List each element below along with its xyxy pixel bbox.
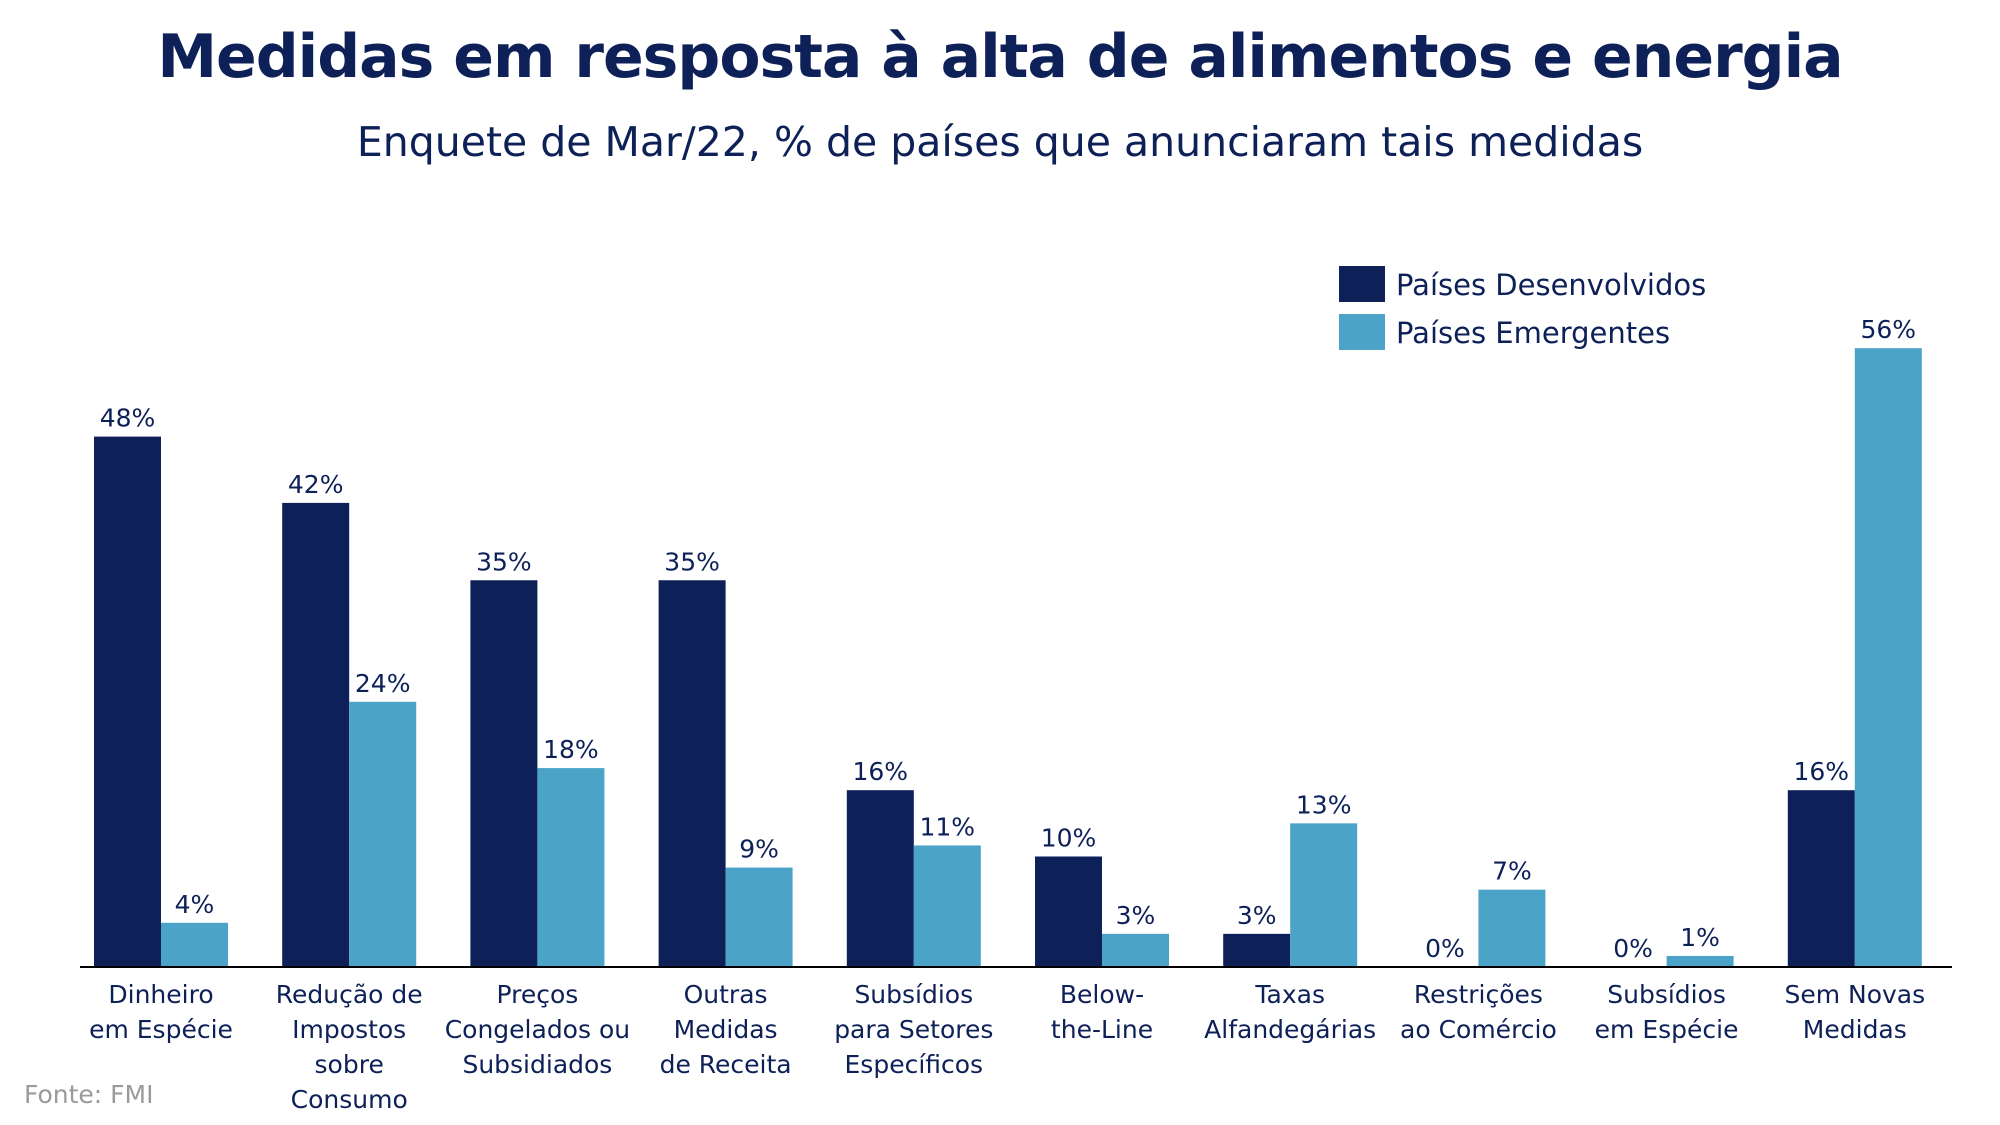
- category-labels-layer: Dinheiro em Espécie Redução de Impostos sobr…: [89, 980, 1925, 1114]
- category-label-8: Subsídios em Espécie: [1595, 980, 1739, 1044]
- value-label-emerging-5: 3%: [1116, 901, 1156, 930]
- bar-developed-3: [658, 580, 726, 967]
- value-label-emerging-4: 11%: [920, 812, 976, 841]
- bar-developed-9: [1787, 790, 1855, 967]
- bar-emerging-4: [913, 845, 981, 967]
- bar-emerging-1: [349, 701, 417, 967]
- value-label-developed-6: 3%: [1237, 901, 1277, 930]
- bar-developed-4: [846, 790, 914, 967]
- value-label-developed-4: 16%: [853, 757, 909, 786]
- bar-emerging-8: [1666, 955, 1734, 967]
- bar-emerging-6: [1290, 823, 1358, 967]
- bar-emerging-7: [1478, 889, 1546, 967]
- value-label-developed-3: 35%: [664, 547, 720, 576]
- value-label-emerging-2: 18%: [543, 735, 599, 764]
- bar-emerging-9: [1854, 348, 1922, 967]
- value-label-developed-1: 42%: [288, 470, 344, 499]
- value-label-emerging-8: 1%: [1680, 923, 1720, 952]
- legend-label-developed: Países Desenvolvidos: [1396, 268, 1706, 302]
- category-label-1: Redução de Impostos sobre Consumo: [276, 980, 423, 1114]
- value-labels-layer: 48% 4% 42% 24% 35% 18% 35% 9% 16% 11% 10% 3% 3% 13% 0%…: [100, 315, 1916, 963]
- category-label-2: Preços Congelados ou Subsidiados: [445, 980, 630, 1079]
- category-label-6: Taxas Alfandegárias: [1204, 980, 1376, 1044]
- legend: Países Desenvolvidos Países Emergentes: [1339, 266, 1706, 350]
- bar-developed-0: [94, 436, 161, 968]
- chart-subtitle: Enquete de Mar/22, % de países que anunc…: [356, 118, 1644, 166]
- legend-label-emerging: Países Emergentes: [1396, 316, 1670, 350]
- bar-emerging-0: [161, 922, 228, 967]
- category-label-9: Sem Novas Medidas: [1784, 980, 1925, 1044]
- bar-emerging-5: [1102, 933, 1169, 967]
- legend-swatch-emerging: [1339, 314, 1385, 350]
- value-label-developed-8: 0%: [1613, 934, 1653, 963]
- bars-layer: [94, 348, 1922, 968]
- value-label-developed-2: 35%: [476, 547, 532, 576]
- category-label-4: Subsídios para Setores Específicos: [834, 980, 993, 1079]
- category-label-7: Restrições ao Comércio: [1400, 980, 1557, 1044]
- category-label-0: Dinheiro em Espécie: [89, 980, 233, 1044]
- source-note: Fonte: FMI: [24, 1080, 154, 1109]
- legend-swatch-developed: [1339, 266, 1385, 302]
- value-label-emerging-3: 9%: [739, 835, 779, 864]
- value-label-emerging-1: 24%: [355, 669, 411, 698]
- category-label-5: Below-the-Line: [1051, 980, 1153, 1044]
- value-label-emerging-9: 56%: [1861, 315, 1917, 344]
- value-label-emerging-0: 4%: [175, 890, 215, 919]
- value-label-emerging-6: 13%: [1296, 790, 1352, 819]
- value-label-developed-9: 16%: [1794, 757, 1850, 786]
- bar-emerging-3: [725, 867, 793, 967]
- category-label-3: Outras Medidas de Receita: [660, 980, 792, 1079]
- bar-developed-5: [1035, 856, 1102, 967]
- bar-developed-6: [1223, 933, 1291, 967]
- value-label-developed-0: 48%: [100, 404, 156, 433]
- chart-title: Medidas em resposta à alta de alimentos …: [157, 22, 1843, 92]
- bar-emerging-2: [537, 768, 605, 967]
- value-label-developed-5: 10%: [1041, 824, 1097, 853]
- bar-developed-1: [282, 502, 350, 967]
- value-label-emerging-7: 7%: [1492, 857, 1532, 886]
- value-label-developed-7: 0%: [1425, 934, 1465, 963]
- bar-developed-2: [470, 580, 538, 967]
